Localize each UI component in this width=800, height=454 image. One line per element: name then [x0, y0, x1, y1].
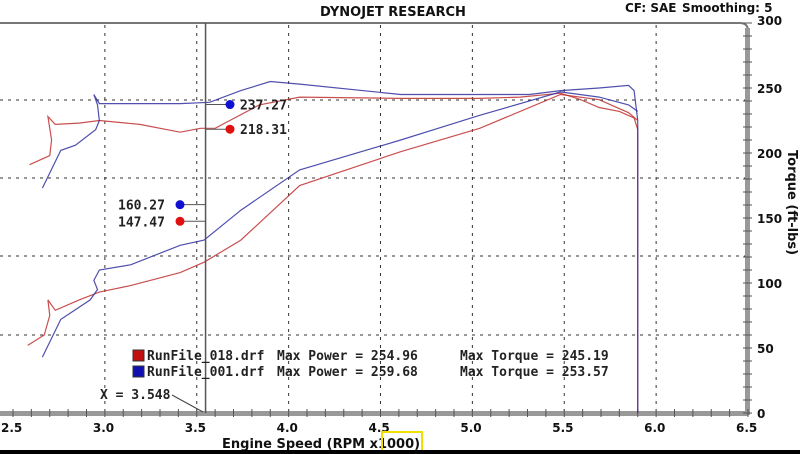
x-tick-label: 2.5 — [1, 421, 22, 435]
y-axis-bar — [745, 28, 750, 415]
x-tick-label: 3.5 — [185, 421, 206, 435]
x-tick-label: 4.0 — [277, 421, 298, 435]
axis-ticks: 2.5 3.0 3.5 4.0 4.5 5.0 5.5 6.0 6.50501001502002… — [1, 14, 782, 435]
y-tick-label: 100 — [757, 277, 782, 291]
cursor-leader — [171, 394, 204, 413]
highlight-box — [381, 431, 423, 454]
cursor-marker-dot — [225, 124, 235, 134]
smoothing-label: Smoothing: 5 — [682, 1, 773, 15]
y-tick-label: 150 — [757, 212, 782, 226]
cf-label: CF: SAE — [625, 1, 676, 15]
x-tick-label: 5.0 — [460, 421, 481, 435]
cursor-value-label: 218.31 — [240, 123, 287, 138]
y-axis-label: Torque (ft-lbs) — [784, 150, 799, 255]
y-tick-label: 300 — [757, 14, 782, 28]
cursor-value-label: 147.47 — [118, 215, 165, 230]
legend-file: RunFile_001.drf — [147, 365, 264, 380]
legend-max-power: Max Power = 259.68 — [277, 365, 418, 380]
legend-max-torque: Max Torque = 253.57 — [460, 365, 609, 380]
cursor-marker-dot — [225, 100, 235, 110]
legend-file: RunFile_018.drf — [147, 349, 264, 364]
x-tick-label: 3.0 — [93, 421, 114, 435]
cursor-marker-dot — [175, 200, 185, 210]
y-tick-label: 200 — [757, 147, 782, 161]
x-tick-label: 5.5 — [552, 421, 573, 435]
series-power-runfile-018-drf — [27, 93, 639, 346]
series-torque-runfile-018-drf — [29, 92, 639, 413]
legend-swatch — [132, 365, 145, 378]
legend-max-torque: Max Torque = 245.19 — [460, 349, 609, 364]
series-torque-runfile-001-drf — [41, 80, 639, 413]
cursor-marker-dot — [175, 216, 185, 226]
y-tick-label: 0 — [757, 407, 765, 421]
grid — [0, 25, 745, 411]
legend-max-power: Max Power = 254.96 — [277, 349, 418, 364]
series-power-runfile-001-drf — [41, 91, 639, 358]
x-axis-label: Engine Speed (RPM x1000) — [222, 437, 420, 452]
x-tick-label: 6.0 — [644, 421, 665, 435]
cursor-value-label: 237.27 — [240, 99, 287, 114]
legend: RunFile_018.drf Max Power = 254.96 Max Tor… — [132, 349, 609, 380]
cursor-readout: X = 3.548 — [100, 388, 171, 403]
cursor-value-label: 160.27 — [118, 199, 165, 214]
chart-title: DYNOJET RESEARCH — [320, 5, 466, 20]
bottom-bar — [0, 450, 800, 454]
y-tick-label: 50 — [757, 342, 774, 356]
x-axis-bar — [0, 411, 748, 416]
x-tick-label: 6.5 — [736, 421, 757, 435]
y-tick-label: 250 — [757, 82, 782, 96]
legend-swatch — [132, 349, 145, 362]
